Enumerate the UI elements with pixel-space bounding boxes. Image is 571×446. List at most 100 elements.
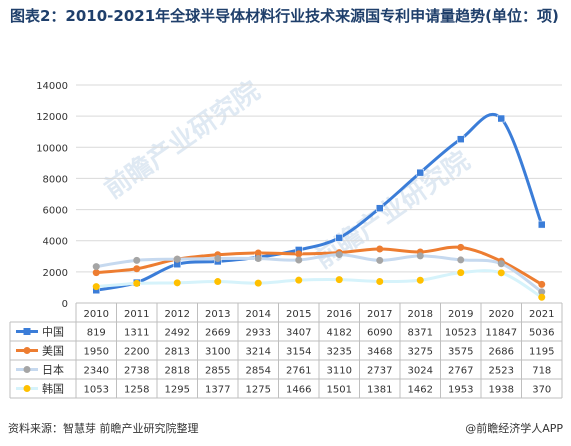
data-label: 2933 <box>246 328 271 339</box>
y-tick-label: 10000 <box>36 143 68 154</box>
data-label: 1938 <box>489 385 514 396</box>
y-tick-label: 0 <box>62 299 68 310</box>
data-point <box>92 283 100 291</box>
y-tick-label: 2000 <box>43 268 68 279</box>
data-point <box>376 204 384 212</box>
data-point <box>254 249 262 257</box>
data-label: 3110 <box>327 366 352 377</box>
data-point <box>538 280 546 288</box>
data-label: 3154 <box>286 347 311 358</box>
data-label: 11847 <box>485 328 517 339</box>
data-label: 3275 <box>408 347 433 358</box>
data-point <box>92 269 100 277</box>
data-label: 2737 <box>367 366 392 377</box>
data-label: 2855 <box>205 366 230 377</box>
data-label: 718 <box>532 366 551 377</box>
y-tick-label: 8000 <box>43 174 68 185</box>
data-point <box>92 263 100 271</box>
legend-marker <box>23 385 31 392</box>
data-point <box>133 279 141 287</box>
series-line-日本 <box>96 253 543 294</box>
x-tick-label: 2015 <box>286 309 311 320</box>
data-label: 3214 <box>246 347 271 358</box>
data-label: 2200 <box>124 347 149 358</box>
data-label: 1295 <box>165 385 190 396</box>
data-label: 2492 <box>165 328 190 339</box>
legend-marker <box>23 366 31 373</box>
data-label: 1275 <box>246 385 271 396</box>
data-point <box>335 234 343 242</box>
data-label: 3100 <box>205 347 230 358</box>
x-tick-label: 2019 <box>448 309 473 320</box>
data-point <box>214 255 222 263</box>
data-label: 4182 <box>327 328 352 339</box>
data-label: 10523 <box>445 328 477 339</box>
data-label: 6090 <box>367 328 392 339</box>
series-line-韩国 <box>96 269 543 299</box>
data-point <box>133 265 141 273</box>
data-label: 1311 <box>124 328 149 339</box>
data-point <box>254 255 262 263</box>
data-point <box>214 278 222 286</box>
data-label: 1258 <box>124 385 149 396</box>
data-point <box>538 288 546 296</box>
data-point <box>538 293 546 301</box>
data-label: 1053 <box>84 385 109 396</box>
data-label: 1381 <box>367 385 392 396</box>
data-label: 2767 <box>448 366 473 377</box>
data-label: 2523 <box>489 366 514 377</box>
chart-title: 图表2：2010-2021年全球半导体材料行业技术来源国专利申请量趋势(单位：项… <box>10 7 559 25</box>
data-point <box>295 250 303 258</box>
data-label: 1195 <box>529 347 554 358</box>
data-point <box>457 269 465 277</box>
data-point <box>457 256 465 264</box>
data-point <box>295 276 303 284</box>
data-point <box>497 269 505 277</box>
data-point <box>295 256 303 264</box>
data-point <box>335 251 343 259</box>
x-tick-label: 2020 <box>489 309 514 320</box>
data-label: 370 <box>532 385 551 396</box>
y-tick-label: 14000 <box>36 81 68 92</box>
data-label: 3575 <box>448 347 473 358</box>
data-label: 2340 <box>84 366 109 377</box>
data-point <box>497 260 505 268</box>
data-label: 3407 <box>286 328 311 339</box>
x-tick-label: 2018 <box>408 309 433 320</box>
data-label: 2854 <box>246 366 271 377</box>
data-point <box>376 277 384 285</box>
x-tick-label: 2012 <box>165 309 190 320</box>
data-label: 2818 <box>165 366 190 377</box>
data-label: 1466 <box>286 385 311 396</box>
data-label: 1462 <box>408 385 433 396</box>
data-point <box>457 135 465 143</box>
brand-credit: @前瞻经济学人APP <box>465 422 563 435</box>
data-label: 819 <box>87 328 106 339</box>
data-point <box>497 114 505 123</box>
data-label: 5036 <box>529 328 554 339</box>
data-point <box>173 255 181 263</box>
data-point <box>254 279 262 287</box>
y-tick-label: 12000 <box>36 112 68 123</box>
y-tick-label: 6000 <box>43 206 68 217</box>
x-tick-label: 2016 <box>327 309 352 320</box>
data-point <box>416 276 424 284</box>
data-label: 2686 <box>489 347 514 358</box>
legend-label: 韩国 <box>42 382 64 396</box>
legend-marker <box>23 347 31 354</box>
x-tick-label: 2013 <box>205 309 230 320</box>
data-point <box>416 252 424 260</box>
data-point <box>376 245 384 253</box>
data-point <box>335 276 343 284</box>
x-tick-label: 2017 <box>367 309 392 320</box>
y-tick-label: 4000 <box>43 237 68 248</box>
data-label: 1953 <box>448 385 473 396</box>
data-point <box>457 243 465 251</box>
x-tick-label: 2011 <box>124 309 149 320</box>
data-label: 8371 <box>408 328 433 339</box>
data-point <box>133 256 141 264</box>
x-tick-label: 2014 <box>246 309 271 320</box>
legend-label: 日本 <box>42 363 64 377</box>
data-point <box>416 168 424 177</box>
